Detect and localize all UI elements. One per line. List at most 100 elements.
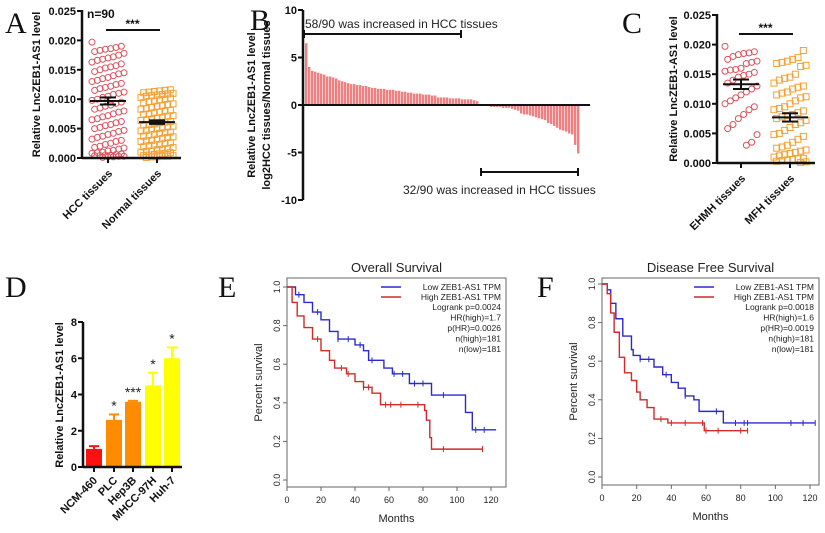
data-point <box>775 105 783 113</box>
data-point <box>721 42 729 50</box>
bar <box>145 385 161 467</box>
survival-curve-high <box>287 286 483 450</box>
y-tick-label: 0.000 <box>683 158 711 170</box>
bar <box>544 105 547 121</box>
survival-curve-low <box>287 286 497 431</box>
chart-title: Overall Survival <box>351 260 442 275</box>
bar <box>446 97 449 105</box>
y-tick-label: 0.2 <box>587 432 597 445</box>
stat-label: p(HR)=0.0019 <box>760 323 814 333</box>
bar <box>523 105 526 115</box>
data-point <box>107 45 115 53</box>
annotation-decreased: 32/90 was increased in HCC tissues <box>403 183 596 197</box>
bar <box>338 80 341 105</box>
y-tick-label: 0.8 <box>587 316 597 329</box>
bar <box>535 105 538 118</box>
data-point <box>794 54 802 62</box>
bar <box>416 93 419 105</box>
data-point <box>732 94 740 102</box>
data-point <box>748 138 756 146</box>
data-point <box>789 55 797 63</box>
significance-label: *** <box>125 384 142 400</box>
y-tick-label: 5 <box>291 53 297 65</box>
data-point <box>799 82 807 90</box>
bar <box>413 93 416 105</box>
bar <box>314 71 317 105</box>
y-tick-label: 0.015 <box>683 69 711 81</box>
bar <box>374 87 377 105</box>
data-point <box>724 79 732 87</box>
bar <box>332 77 335 105</box>
y-tick-label: 0.010 <box>683 99 711 111</box>
bar <box>565 105 568 132</box>
data-point <box>773 115 781 123</box>
bar <box>541 105 544 120</box>
bar <box>344 82 347 105</box>
bar <box>392 89 395 105</box>
bar <box>526 105 529 115</box>
y-tick-label: 0.005 <box>48 124 76 136</box>
data-point <box>753 82 761 90</box>
bar <box>574 105 577 145</box>
stat-label: Logrank p=0.0024 <box>432 302 501 312</box>
x-tick-label: 20 <box>632 493 642 503</box>
panel-letter-e: E <box>218 271 236 304</box>
data-point <box>88 38 96 46</box>
y-axis-label: Relative LncZEB1-AS1 level <box>31 12 43 158</box>
panel-letter-a: A <box>5 7 27 40</box>
bar <box>547 105 550 124</box>
panel-letter-b: B <box>250 4 270 37</box>
panel-d <box>78 321 182 472</box>
significance-label: *** <box>125 17 139 31</box>
legend-entry: Low ZEB1-AS1 TPM <box>736 282 814 292</box>
data-point <box>799 47 807 55</box>
data-point <box>778 143 786 151</box>
data-point <box>778 89 786 97</box>
data-point <box>783 88 791 96</box>
stat-label: HR(high)=1.6 <box>763 313 814 323</box>
y-tick-label: 0.6 <box>587 355 597 368</box>
bar <box>356 85 359 105</box>
y-tick-label: 0.005 <box>683 128 711 140</box>
bar <box>520 105 523 114</box>
y-tick-label: -5 <box>287 148 297 160</box>
bar <box>362 86 365 105</box>
bar <box>410 92 413 105</box>
y-tick-label: -10 <box>281 195 297 207</box>
bar <box>559 105 562 130</box>
data-point <box>91 48 99 56</box>
bar <box>455 98 458 105</box>
bar <box>326 76 329 105</box>
stat-label: Logrank p=0.0018 <box>745 302 814 312</box>
y-tick-label: 0.010 <box>48 94 76 106</box>
data-point <box>737 91 745 99</box>
survival-curve-high <box>602 283 748 432</box>
bar <box>329 76 332 105</box>
data-point <box>732 65 740 73</box>
x-tick-label: 0 <box>599 493 604 503</box>
x-tick-label: HCC tissues <box>61 168 115 222</box>
bar <box>505 105 508 108</box>
bar <box>470 99 473 105</box>
bar <box>449 98 452 105</box>
y-axis-label: Relative LncZEB1-AS1 level <box>668 16 680 162</box>
x-tick-label: NCM-460 <box>58 475 100 517</box>
bar <box>458 98 461 105</box>
x-tick-label: 80 <box>736 493 746 503</box>
data-point <box>802 93 810 101</box>
annotation-increased: 58/90 was increased in HCC tissues <box>305 17 498 31</box>
data-point <box>729 52 737 60</box>
data-point <box>773 91 781 99</box>
significance-label: * <box>111 397 117 413</box>
x-axis-label: Months <box>692 511 729 523</box>
survival-curve-low <box>602 283 816 424</box>
data-point <box>88 58 96 66</box>
bar <box>398 90 401 105</box>
panel-letter-d: D <box>5 271 27 304</box>
y-tick-label: 2 <box>71 426 77 438</box>
y-tick-label: 0.020 <box>683 40 711 52</box>
bar <box>422 94 425 105</box>
data-point <box>775 129 783 137</box>
bar <box>577 105 580 154</box>
bar <box>517 105 520 111</box>
